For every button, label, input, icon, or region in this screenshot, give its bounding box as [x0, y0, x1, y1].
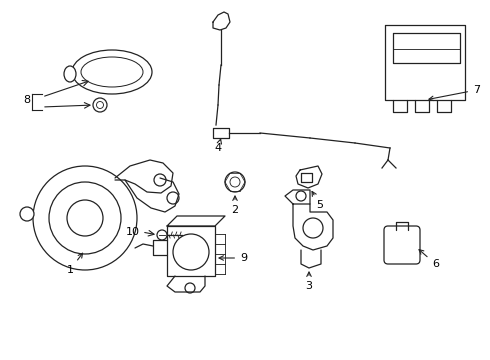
Ellipse shape	[72, 50, 152, 94]
Text: 5: 5	[312, 192, 323, 210]
Text: 9: 9	[219, 253, 247, 263]
Text: 4: 4	[215, 139, 221, 153]
Circle shape	[93, 98, 107, 112]
Text: 1: 1	[67, 253, 83, 275]
Text: 6: 6	[419, 249, 439, 269]
Circle shape	[33, 166, 137, 270]
Circle shape	[173, 234, 209, 270]
Text: 7: 7	[429, 85, 480, 100]
Text: 3: 3	[305, 272, 313, 291]
Circle shape	[157, 230, 167, 240]
Ellipse shape	[64, 66, 76, 82]
Text: 10: 10	[126, 227, 140, 237]
Circle shape	[225, 172, 245, 192]
Text: 8: 8	[24, 95, 30, 105]
Text: 2: 2	[231, 196, 239, 215]
Circle shape	[20, 207, 34, 221]
FancyBboxPatch shape	[384, 226, 420, 264]
